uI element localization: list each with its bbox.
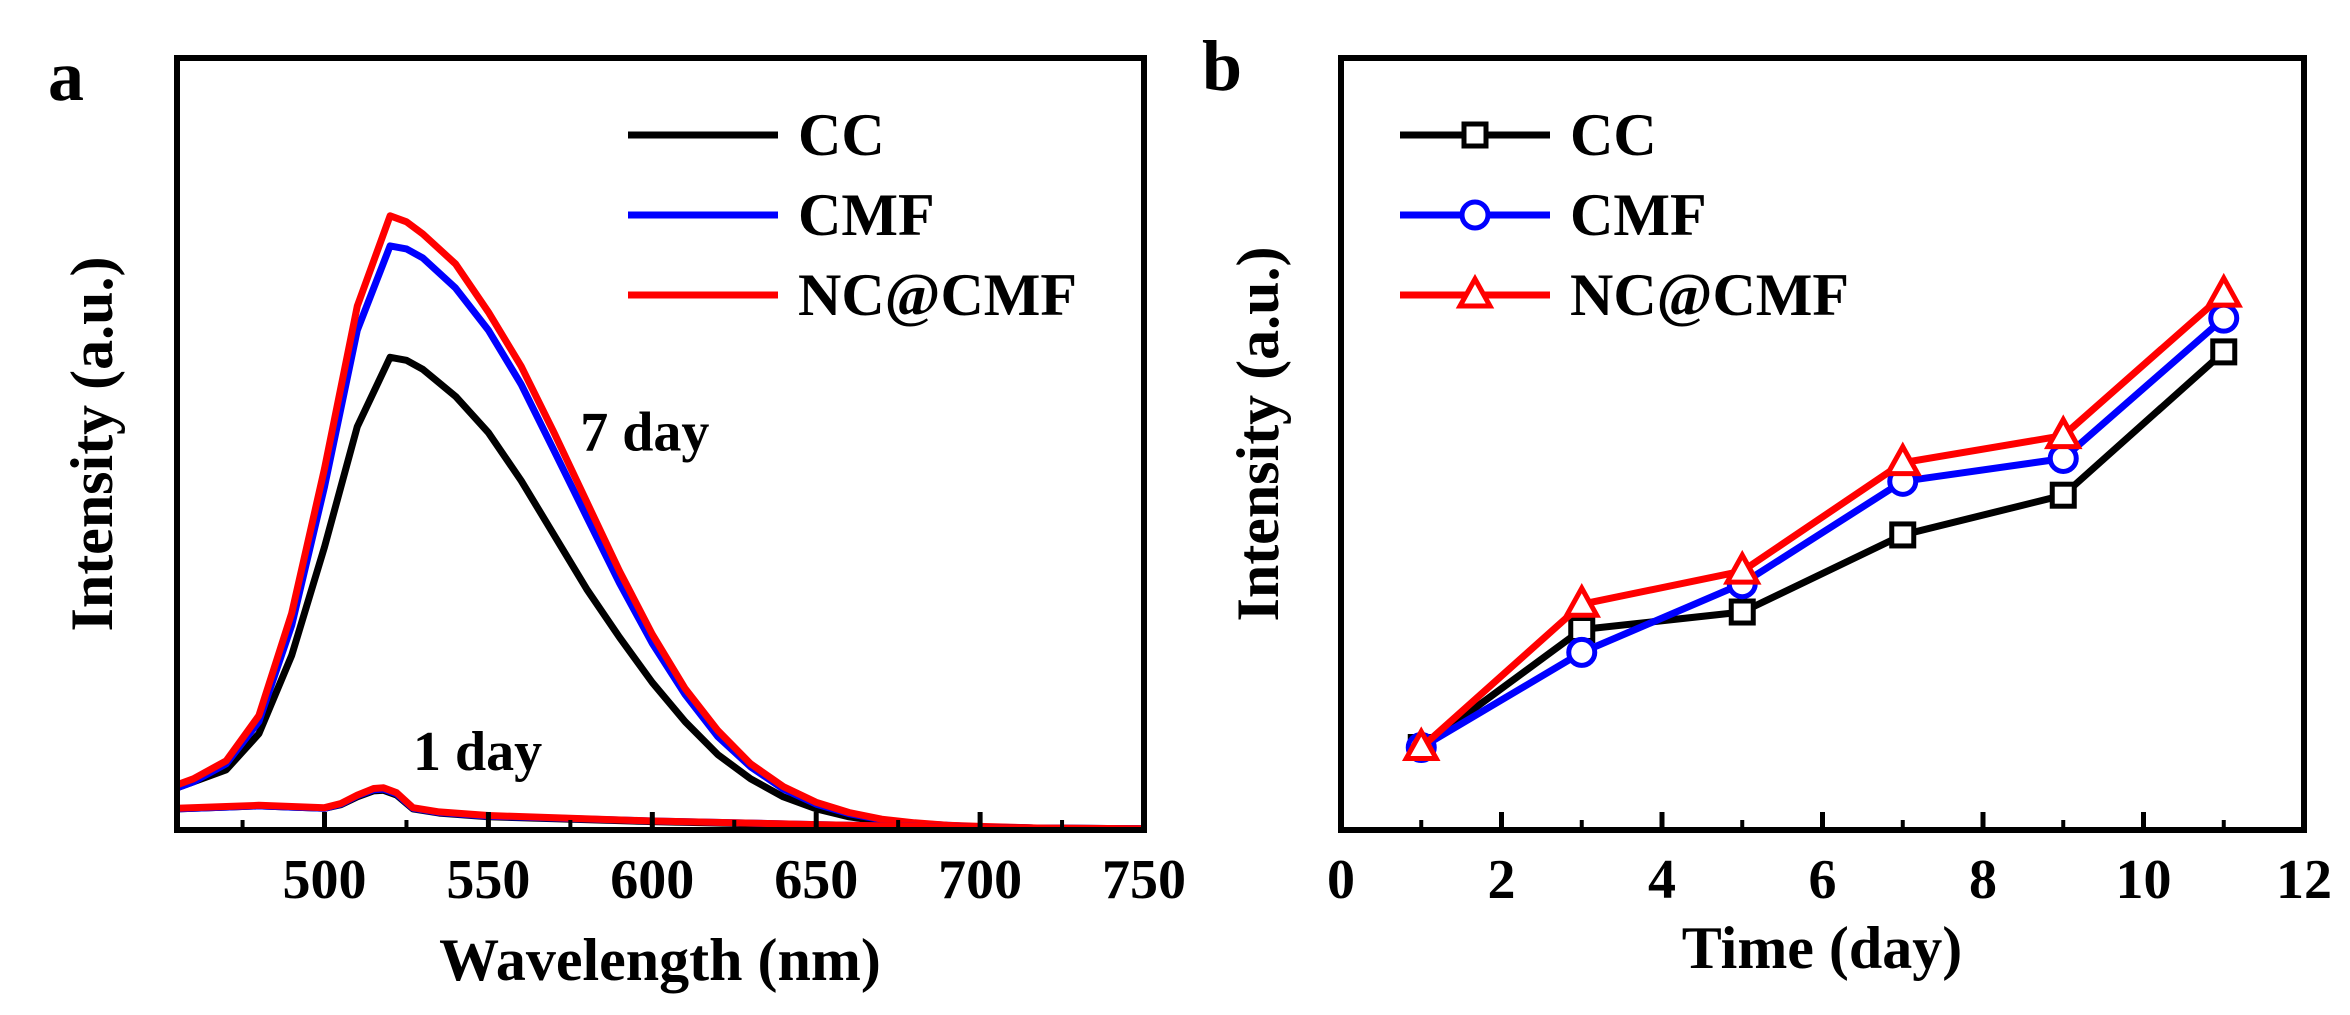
x-tick-label: 4	[1648, 849, 1676, 911]
series-line-nc-cmf	[1418, 291, 2227, 751]
panel-b-letter: b	[1202, 26, 1242, 106]
panel-a-letter: a	[48, 36, 84, 116]
panel-a-plot-frame	[174, 55, 1147, 833]
data-point-nc-cmf	[2044, 414, 2083, 450]
legend-label-cmf: CMF	[1570, 182, 1707, 248]
panel-b-plot-frame	[1338, 55, 2307, 833]
data-point-nc-cmf	[1883, 441, 1922, 477]
panel-b-x-axis-title: Time (day)	[1682, 915, 1963, 981]
series-line-cmf	[1419, 315, 2227, 751]
panel-b-series-group	[1402, 272, 2243, 764]
data-point-nc-cmf	[2204, 272, 2243, 308]
data-point-cmf	[2047, 442, 2079, 474]
annotation-1-day: 1 day	[413, 721, 542, 783]
series-line-nc-cmf	[175, 212, 1145, 833]
legend-marker-nc-cmf	[1455, 273, 1495, 309]
x-tick-label: 650	[774, 849, 858, 911]
panel-b-y-axis-title: Intensity (a.u.)	[1225, 246, 1291, 621]
panel-b-legend: CC CMF NC@CMF	[1400, 102, 1849, 328]
data-point-nc-cmf	[1402, 726, 1441, 762]
x-tick-label: 700	[938, 849, 1022, 911]
panel-a-legend: CC CMF NC@CMF	[628, 102, 1077, 328]
x-tick-label: 500	[283, 849, 367, 911]
data-point-nc-cmf	[1723, 549, 1762, 585]
series-line-nc-cmf-1day	[176, 784, 1145, 833]
legend-label-cmf: CMF	[798, 182, 935, 248]
panel-b-time-series: b CC CMF NC@CMF 0 2 4 6 8 10 12 Time (day) Inten…	[1202, 26, 2332, 981]
data-point-cmf	[1566, 636, 1598, 668]
panel-a-x-axis-title: Wavelength (nm)	[439, 927, 881, 993]
series-line-cmf	[175, 242, 1145, 833]
data-point-cc	[1728, 598, 1756, 626]
x-tick-label: 750	[1102, 849, 1186, 911]
x-tick-label: 600	[610, 849, 694, 911]
x-tick-label: 0	[1327, 849, 1355, 911]
annotation-7-day: 7 day	[580, 402, 709, 464]
legend-label-cc: CC	[798, 102, 885, 168]
panel-a-y-axis-title: Intensity (a.u.)	[59, 256, 125, 631]
data-point-cmf	[2208, 302, 2240, 334]
x-tick-label: 12	[2276, 849, 2332, 911]
x-tick-label: 6	[1809, 849, 1837, 911]
data-point-cc	[1889, 521, 1917, 549]
series-line-cc	[1419, 349, 2227, 751]
data-point-nc-cmf	[1562, 583, 1601, 618]
legend-marker-cc	[1461, 121, 1489, 149]
x-tick-label: 8	[1969, 849, 1997, 911]
data-point-cc	[2210, 338, 2238, 366]
x-tick-label: 2	[1488, 849, 1516, 911]
legend-label-nc-cmf: NC@CMF	[798, 262, 1077, 328]
legend-label-cc: CC	[1570, 102, 1657, 168]
panel-a-series-group	[175, 212, 1145, 833]
x-tick-label: 10	[2116, 849, 2172, 911]
legend-label-nc-cmf: NC@CMF	[1570, 262, 1849, 328]
panel-a-annotations: 7 day 1 day	[413, 402, 709, 783]
x-tick-label: 550	[446, 849, 530, 911]
panel-b-x-ticks: 0 2 4 6 8 10 12	[1327, 812, 2332, 911]
panel-a-spectra: a 7 day 1 day CC CMF NC@CMF 500 550 600 650 700…	[48, 36, 1186, 993]
legend-marker-cmf	[1459, 199, 1491, 231]
panel-a-x-ticks: 500 550 600 650 700 750	[240, 812, 1186, 911]
data-point-cc	[2049, 481, 2077, 509]
